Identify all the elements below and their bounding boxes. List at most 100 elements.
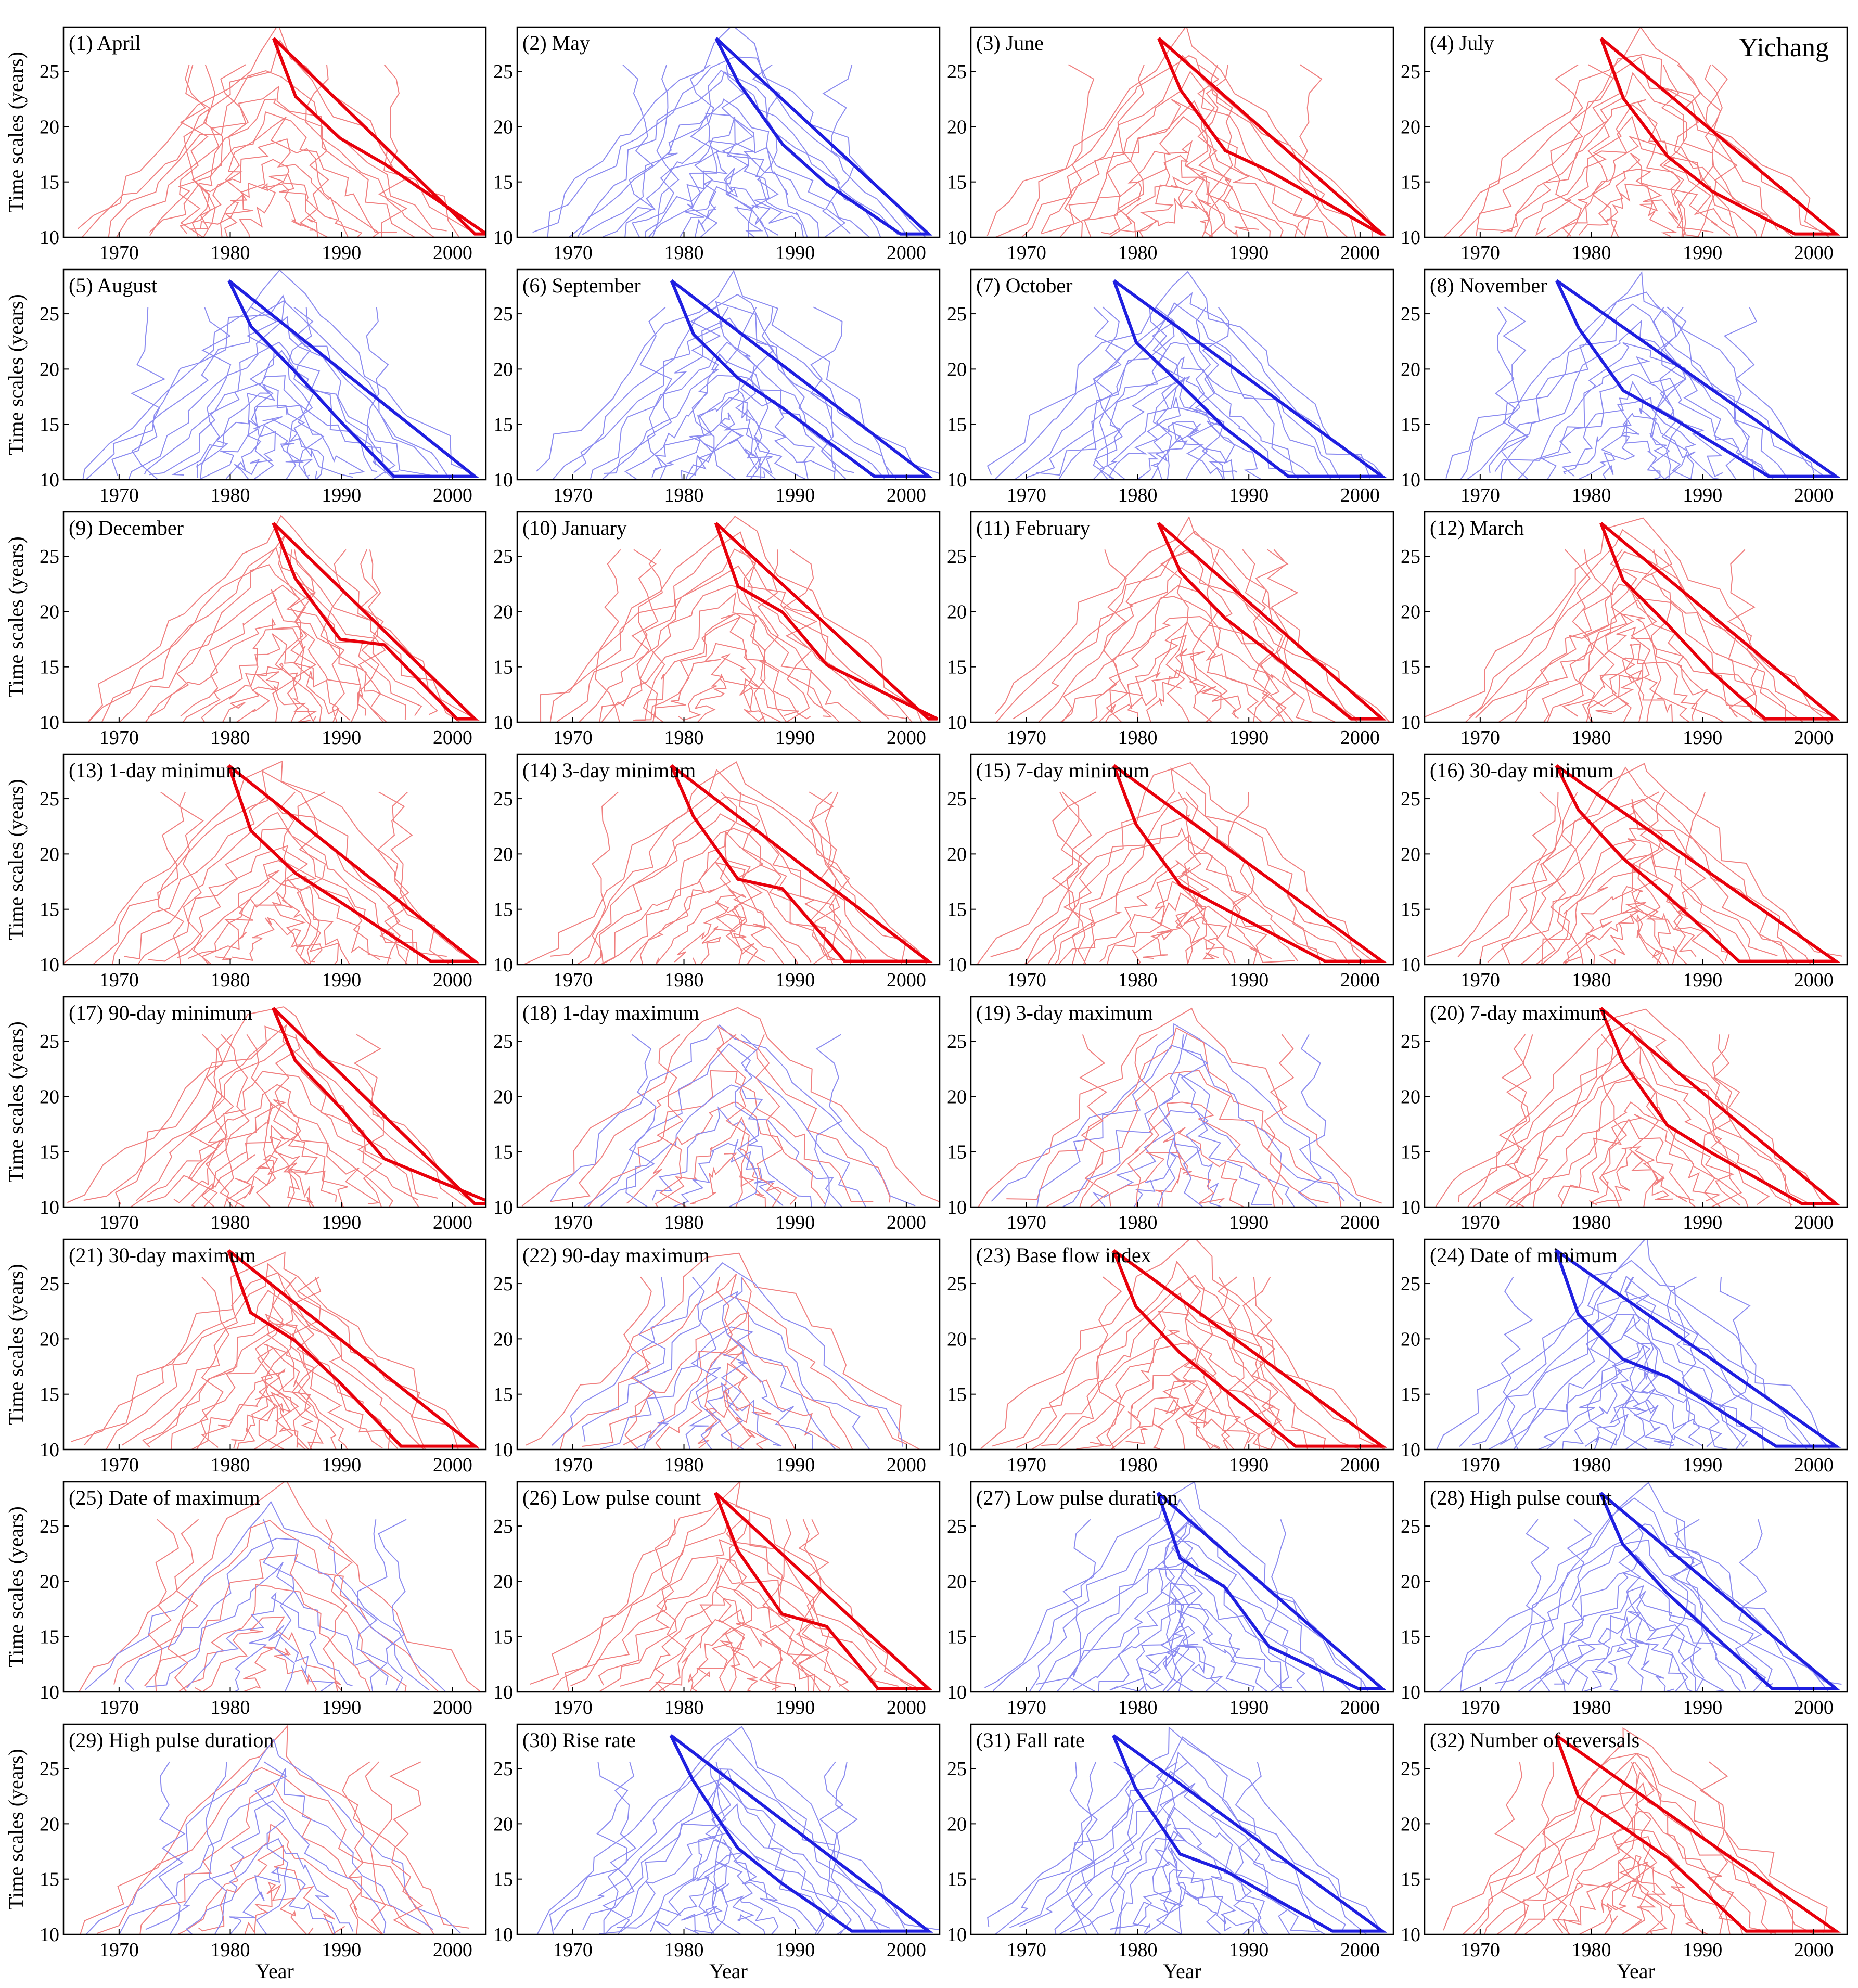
contour-line	[577, 69, 881, 237]
panel-13-contours	[63, 760, 481, 965]
contour-line	[994, 292, 1371, 480]
y-tick-label: 25	[40, 1031, 59, 1053]
contour-line	[552, 293, 898, 480]
y-tick-label: 20	[947, 116, 967, 138]
contour-line	[1021, 54, 1349, 237]
x-tick-label: 2000	[1794, 727, 1834, 749]
x-tick-label: 1990	[775, 969, 815, 991]
contour-line	[635, 615, 811, 721]
panel-16: 1970 1980 1990 2000 10 15 20 25 (16) 30-day mini…	[1401, 753, 1848, 991]
y-tick-label: 10	[493, 1924, 513, 1946]
contour-line	[1253, 1277, 1282, 1450]
contour-line	[1125, 1380, 1231, 1450]
contour-line	[80, 1724, 470, 1934]
contour-line	[1151, 306, 1186, 480]
contour-line	[142, 1313, 398, 1449]
contour-line	[1096, 1276, 1125, 1450]
y-tick-label: 20	[40, 601, 59, 623]
panel-label: (29) High pulse duration	[69, 1728, 274, 1752]
contour-line	[549, 531, 913, 722]
contour-line	[1127, 1034, 1160, 1207]
contour-line	[992, 1260, 1374, 1447]
panels-group: 1970 1980 1990 2000 10 15 20 25 (1) April Time sc…	[4, 26, 1848, 1983]
contour-line	[540, 516, 922, 722]
contour-line	[1160, 1519, 1193, 1692]
contour-line	[1673, 64, 1704, 237]
x-tick-label: 1970	[1460, 969, 1500, 991]
contour-line	[995, 516, 1391, 722]
contour-line	[139, 1782, 411, 1934]
contour-line	[220, 64, 249, 237]
contour-line	[253, 1276, 284, 1450]
x-tick-label: 2000	[1340, 727, 1380, 749]
y-tick-label: 10	[493, 1682, 513, 1703]
contour-line	[1459, 291, 1815, 480]
x-tick-label: 1970	[99, 1212, 139, 1234]
x-tick-label: 1980	[1118, 727, 1158, 749]
panel-frame	[970, 1481, 1394, 1693]
contour-line	[157, 791, 185, 965]
contour-line	[1166, 1519, 1196, 1692]
contour-line	[350, 549, 381, 722]
x-tick-label: 1970	[553, 1454, 593, 1476]
panel-17-contours	[67, 1006, 486, 1207]
contour-line	[246, 306, 278, 480]
y-tick-label: 25	[947, 1031, 967, 1053]
contour-line	[186, 1592, 353, 1688]
contour-line	[285, 307, 313, 480]
contour-line	[222, 662, 317, 722]
contour-line	[148, 1519, 180, 1692]
contour-line	[655, 643, 799, 718]
x-tick-label: 1970	[99, 484, 139, 506]
contour-line	[78, 27, 460, 237]
x-tick-label: 2000	[1340, 1454, 1380, 1476]
y-tick-label: 25	[40, 1516, 59, 1537]
contour-line	[748, 307, 774, 480]
y-tick-label: 10	[493, 712, 513, 734]
y-tick-label: 15	[493, 1384, 513, 1406]
panel-frame	[970, 511, 1394, 723]
panel-12: 1970 1980 1990 2000 10 15 20 25 (12) March	[1401, 511, 1848, 749]
x-axis-label: Year	[709, 1959, 748, 1983]
contour-line	[1132, 1869, 1232, 1933]
contour-line	[1054, 827, 1321, 965]
contour-line	[1041, 1311, 1309, 1450]
contour-line	[1637, 791, 1665, 965]
x-tick-label: 1990	[775, 1212, 815, 1234]
y-tick-label: 20	[1401, 843, 1420, 865]
contour-line	[553, 1768, 890, 1931]
contour-line	[1475, 568, 1786, 722]
contour-line	[536, 270, 940, 474]
significance-contour	[1112, 1249, 1387, 1448]
contour-line	[1603, 421, 1663, 480]
contour-line	[704, 1762, 732, 1934]
contour-line	[262, 1519, 296, 1692]
contour-line	[550, 1025, 891, 1203]
y-tick-label: 10	[40, 1197, 59, 1219]
contour-line	[1061, 585, 1315, 722]
contour-line	[653, 389, 809, 480]
contour-line	[634, 1352, 813, 1450]
contour-line	[1605, 549, 1638, 722]
x-tick-label: 1970	[553, 1697, 593, 1718]
y-tick-label: 25	[1401, 61, 1420, 83]
panel-14-contours	[522, 761, 933, 965]
x-tick-label: 1970	[99, 242, 139, 264]
y-tick-label: 10	[947, 1682, 967, 1703]
panel-26-contours	[530, 1482, 933, 1692]
contour-line	[750, 64, 781, 237]
contour-line	[694, 673, 765, 722]
panel-19-contours	[978, 1007, 1382, 1207]
contour-line	[111, 299, 439, 476]
contour-line	[229, 1866, 336, 1934]
x-tick-label: 1970	[1460, 1212, 1500, 1234]
y-tick-label: 15	[947, 899, 967, 921]
x-tick-label: 1970	[1460, 1454, 1500, 1476]
contour-line	[624, 375, 835, 480]
contour-line	[182, 627, 350, 722]
panel-frame	[970, 1238, 1394, 1451]
contour-line	[1561, 1364, 1702, 1450]
contour-line	[1192, 549, 1222, 722]
panel-frame	[516, 268, 941, 481]
y-tick-label: 25	[1401, 1031, 1420, 1053]
